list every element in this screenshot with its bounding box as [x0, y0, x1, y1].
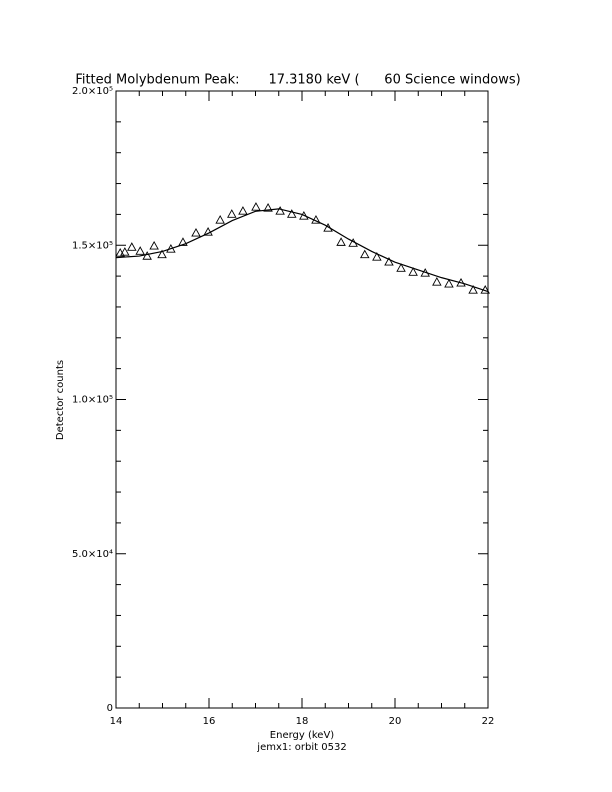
data-point [456, 277, 466, 287]
x-tick-label: 20 [389, 716, 402, 727]
x-tick-label: 18 [296, 716, 309, 727]
data-point [372, 252, 382, 261]
data-point [384, 256, 394, 266]
data-point [348, 238, 358, 247]
subtitle: jemx1: orbit 0532 [256, 742, 346, 753]
data-point [120, 247, 130, 256]
data-point [360, 249, 370, 259]
data-point [299, 211, 309, 220]
data-point [444, 278, 454, 288]
data-point [227, 209, 237, 218]
x-axis-label: Energy (keV) [270, 730, 335, 741]
data-point [127, 242, 137, 251]
y-tick-label: 5.0×10⁴ [72, 549, 113, 560]
data-point [336, 237, 346, 246]
y-axis-label: Detector counts [55, 360, 66, 440]
data-point [157, 249, 167, 259]
data-point [408, 267, 418, 276]
data-point [238, 206, 248, 215]
data-point [480, 285, 490, 294]
data-point [251, 202, 261, 211]
data-point [178, 237, 188, 246]
data-point [432, 277, 442, 286]
data-point [149, 240, 159, 250]
chart-title: Fitted Molybdenum Peak: 17.3180 keV ( 60… [75, 73, 520, 88]
data-point [263, 202, 273, 212]
data-point [311, 215, 321, 224]
x-tick-label: 22 [482, 716, 495, 727]
y-tick-label: 2.0×10⁵ [72, 86, 113, 97]
data-point [142, 251, 152, 260]
data-point [396, 263, 406, 272]
data-point [287, 209, 297, 218]
data-point [275, 206, 285, 215]
y-tick-label: 0 [107, 703, 113, 714]
x-tick-label: 16 [203, 716, 216, 727]
data-point [135, 246, 145, 255]
x-tick-label: 14 [110, 716, 123, 727]
data-point [468, 285, 478, 294]
data-point [203, 227, 213, 236]
data-point [215, 215, 225, 224]
y-tick-label: 1.5×10⁵ [72, 240, 113, 251]
data-point [191, 227, 201, 237]
y-tick-label: 1.0×10⁵ [72, 395, 113, 406]
data-point [323, 223, 333, 232]
data-point [420, 268, 430, 277]
data-point [166, 244, 176, 253]
